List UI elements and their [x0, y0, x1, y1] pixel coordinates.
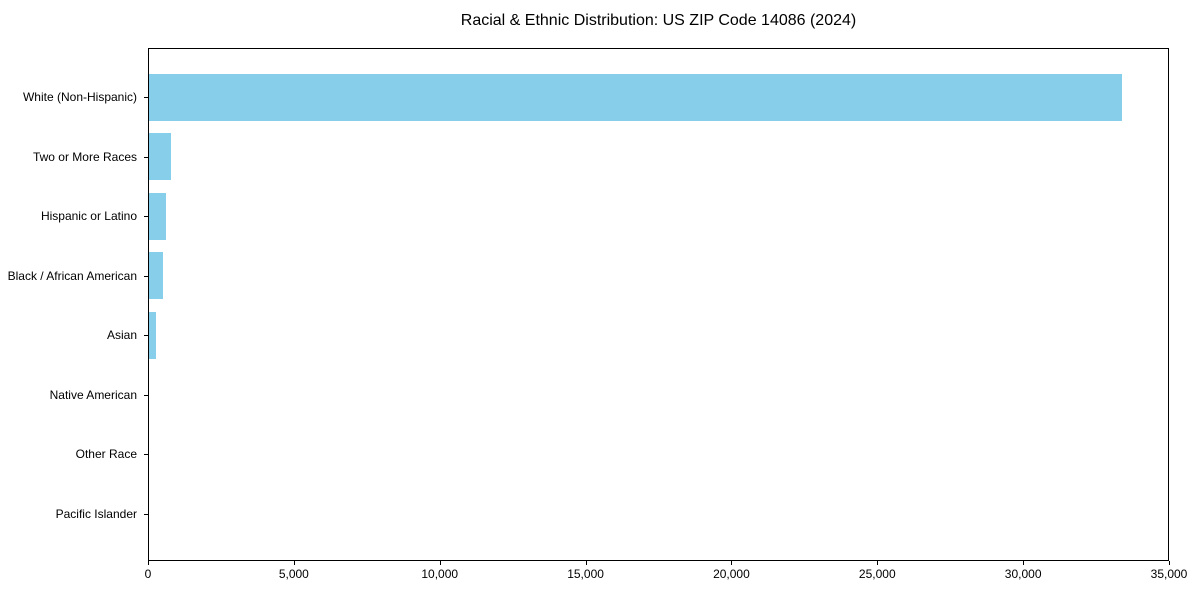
x-axis-tick [877, 561, 879, 565]
y-axis-tick [144, 97, 148, 98]
y-axis-tick [144, 156, 148, 158]
x-axis-tick-label: 15,000 [567, 567, 604, 581]
y-axis-label-white-non-hispanic: White (Non-Hispanic) [22, 90, 137, 104]
x-axis-tick-label: 30,000 [1004, 567, 1042, 581]
x-axis-tick-label: 25,000 [858, 567, 896, 581]
bar-asian [148, 311, 157, 359]
y-axis-tick [144, 513, 148, 515]
x-axis-tick [1023, 561, 1025, 565]
y-axis-tick [144, 216, 148, 218]
y-axis-tick [144, 394, 148, 396]
y-axis-tick [144, 275, 148, 277]
y-axis-tick [144, 335, 148, 337]
y-axis-label-asian: Asian [106, 328, 137, 343]
x-axis-tick [585, 561, 587, 565]
x-axis-tick [731, 561, 733, 565]
x-axis-tick [1169, 561, 1170, 565]
chart-title: Racial & Ethnic Distribution: US ZIP Cod… [460, 12, 857, 29]
x-axis-tick [293, 561, 295, 565]
x-axis-tick [439, 561, 441, 565]
bar-hispanic-or-latino [148, 192, 166, 240]
x-axis-tick [148, 561, 149, 565]
y-axis-label-black-african-american: Black / African American [7, 268, 137, 283]
x-axis-tick-label: 5,000 [278, 567, 309, 581]
x-axis-tick-label: 10,000 [421, 567, 459, 581]
bar-black-african-american [148, 252, 164, 300]
bar-white-non-hispanic [148, 73, 1123, 121]
bar-two-or-more-races [148, 133, 172, 181]
bar-other-race [148, 430, 149, 478]
y-axis-label-native-american: Native American [49, 387, 137, 402]
y-axis-label-other-race: Other Race [75, 447, 137, 462]
plot-area-border [148, 48, 1169, 561]
y-axis-tick [144, 454, 148, 456]
y-axis-label-two-or-more-races: Two or More Races [32, 149, 137, 164]
x-axis-tick-label: 20,000 [713, 567, 750, 581]
y-axis-label-hispanic-or-latino: Hispanic or Latino [40, 209, 137, 224]
bar-native-american [148, 371, 150, 419]
x-axis-tick-label: 35,000 [1150, 567, 1188, 581]
x-axis-tick-label: 0 [144, 567, 152, 581]
y-axis-label-pacific-islander: Pacific Islander [55, 506, 137, 521]
